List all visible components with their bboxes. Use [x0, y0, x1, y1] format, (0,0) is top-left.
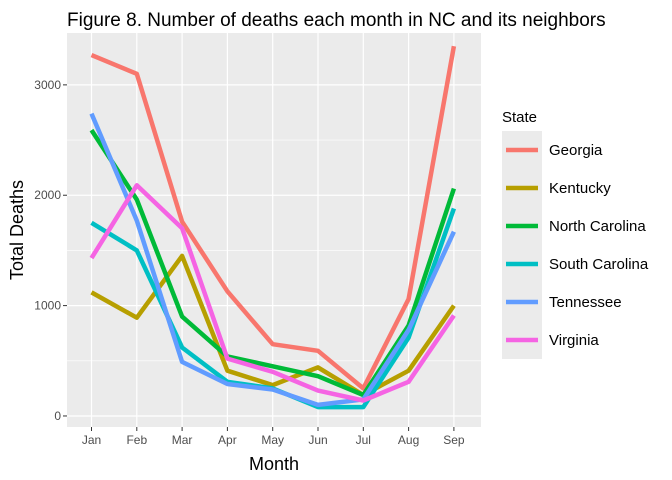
series-line-georgia [90, 45, 457, 391]
legend-label-south-carolina: South Carolina [549, 256, 649, 273]
x-tick-label: Feb [126, 433, 147, 447]
legend-label-kentucky: Kentucky [549, 180, 611, 197]
x-tick-label: Jun [308, 433, 327, 447]
x-tick-label: Sep [443, 433, 465, 447]
y-axis: 0 1000 2000 3000 [34, 78, 67, 423]
x-tick-label: Mar [172, 433, 193, 447]
legend-label-north-carolina: North Carolina [549, 218, 646, 235]
y-tick-label: 3000 [34, 78, 61, 92]
y-tick-label: 1000 [34, 299, 61, 313]
x-axis-title: Month [249, 454, 299, 474]
chart-title: Figure 8. Number of deaths each month in… [67, 10, 606, 31]
series-line-virginia [89, 183, 456, 403]
legend: State Georgia Kentucky North Carolina South… [502, 109, 649, 359]
series-lines [89, 45, 457, 410]
legend-label-georgia: Georgia [549, 142, 603, 159]
x-tick-label: Jul [356, 433, 371, 447]
series-line-tennessee [89, 112, 456, 408]
x-tick-label: May [261, 433, 284, 447]
y-axis-title: Total Deaths [7, 180, 27, 280]
legend-title: State [502, 109, 537, 126]
series-line-north-carolina [89, 128, 457, 398]
x-tick-label: Jan [82, 433, 101, 447]
x-axis: Jan Feb Mar Apr May Jun Jul Aug Sep [82, 427, 465, 447]
x-tick-label: Apr [218, 433, 237, 447]
legend-label-virginia: Virginia [549, 332, 599, 349]
plot-panel [67, 33, 481, 427]
series-line-kentucky [90, 253, 456, 398]
x-tick-label: Aug [398, 433, 419, 447]
y-tick-label: 2000 [34, 188, 61, 202]
y-tick-label: 0 [54, 409, 61, 423]
legend-label-tennessee: Tennessee [549, 294, 622, 311]
